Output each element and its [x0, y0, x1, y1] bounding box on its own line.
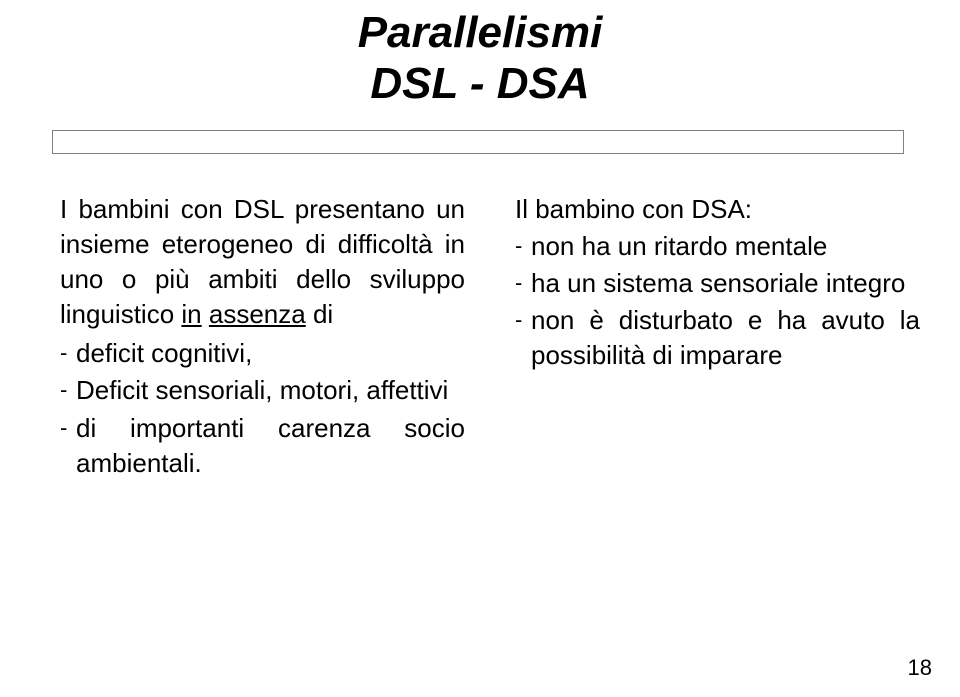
title-line-1: Parallelismi: [0, 8, 960, 59]
right-column: Il bambino con DSA: - non ha un ritardo …: [515, 192, 920, 483]
content-area: I bambini con DSL presentano un insieme …: [60, 192, 920, 483]
dash-icon: -: [60, 373, 76, 408]
left-intro-in: in: [181, 299, 201, 329]
slide-title: Parallelismi DSL - DSA: [0, 8, 960, 109]
dash-icon: -: [60, 336, 76, 371]
left-bullet-1: - deficit cognitivi,: [60, 336, 465, 371]
left-intro: I bambini con DSL presentano un insieme …: [60, 192, 465, 332]
left-bullet-2: - Deficit sensoriali, motori, affettivi: [60, 373, 465, 408]
left-bullet-3-text: di importanti carenza socio ambientali.: [76, 411, 465, 481]
left-bullet-1-text: deficit cognitivi,: [76, 336, 465, 371]
slide: Parallelismi DSL - DSA I bambini con DSL…: [0, 0, 960, 697]
right-bullet-1: - non ha un ritardo mentale: [515, 229, 920, 264]
left-bullet-3: - di importanti carenza socio ambientali…: [60, 411, 465, 481]
right-bullet-3: - non è disturbato e ha avuto la possibi…: [515, 303, 920, 373]
left-intro-assenza: assenza: [209, 299, 306, 329]
right-bullet-2: - ha un sistema sensoriale integro: [515, 266, 920, 301]
left-column: I bambini con DSL presentano un insieme …: [60, 192, 465, 483]
page-number: 18: [908, 655, 932, 681]
dash-icon: -: [60, 411, 76, 481]
left-intro-suffix: di: [306, 299, 333, 329]
dash-icon: -: [515, 303, 531, 373]
left-bullet-2-text: Deficit sensoriali, motori, affettivi: [76, 373, 465, 408]
right-bullet-2-text: ha un sistema sensoriale integro: [531, 266, 920, 301]
dash-icon: -: [515, 229, 531, 264]
right-bullet-1-text: non ha un ritardo mentale: [531, 229, 920, 264]
right-heading: Il bambino con DSA:: [515, 192, 920, 227]
dash-icon: -: [515, 266, 531, 301]
title-underline-box: [52, 130, 904, 154]
right-bullet-3-text: non è disturbato e ha avuto la possibili…: [531, 303, 920, 373]
title-line-2: DSL - DSA: [0, 59, 960, 110]
